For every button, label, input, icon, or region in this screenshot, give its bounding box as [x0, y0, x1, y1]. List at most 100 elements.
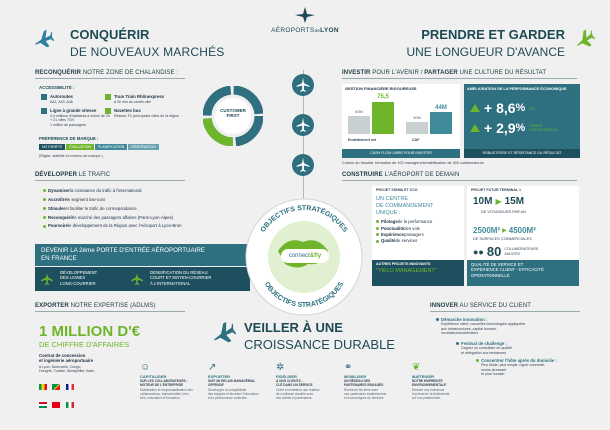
market-step: ÉVALUATION: [66, 144, 95, 150]
tgv-icon: [41, 108, 47, 114]
flag-icon: [39, 402, 47, 408]
plane-icon: [41, 273, 53, 285]
airplane-icon: [214, 321, 236, 343]
road-icon: [41, 94, 47, 100]
train-icon: [105, 94, 111, 100]
wheel-ring: [202, 85, 264, 147]
develop-section: DÉVELOPPER LE TRAFIC Dynamiser la croiss…: [35, 172, 285, 292]
fin-bar: [430, 112, 452, 134]
brand-name: AÉROPORTS: [271, 27, 315, 34]
wheel-center: CUSTOMER FIRST: [220, 108, 246, 119]
pillar: ✲ FIDÉLISER À NOS CLIENTS : CLÉ DANS UN …: [276, 362, 340, 400]
airplane-icon: [296, 77, 310, 92]
flags: [39, 377, 74, 413]
fin-bar-value: 75,5: [377, 94, 389, 100]
perf-caption: ROBUSTESSE ET RÉSISTANCE DU RÉSULTAT: [464, 149, 580, 158]
access-item: Ligne à grande vitesse 4,4 millions d'ha…: [41, 108, 111, 127]
flag-icon: [52, 384, 61, 390]
plane-icon: [131, 273, 143, 285]
bullet-icon: [43, 198, 46, 202]
bullet-icon: [43, 215, 46, 219]
durable-title: VEILLER À UNE CROISSANCE DURABLE: [200, 318, 420, 358]
brand-suffix: de: [314, 28, 321, 33]
flag-icon: [39, 384, 47, 390]
reconquer-section: RECONQUÉRIR NOTRE ZONE DE CHALANDISE : A…: [35, 70, 285, 170]
contract-label: Contrat de concession et ingénierie aéro…: [39, 353, 94, 364]
perf-item: + 8,6% CA: [470, 100, 535, 116]
reconquer-heading: RECONQUÉRIR NOTRE ZONE DE CHALANDISE :: [35, 70, 179, 76]
fin-caption: CASH FLOW LIBRE POUR INVESTIR: [342, 149, 460, 158]
divider: [35, 78, 185, 79]
customer-wheel: CUSTOMER FIRST: [202, 85, 264, 147]
fin-bar-value: 44M: [435, 105, 447, 111]
list-item: Pilotage de la performance: [376, 219, 460, 224]
export-big-sub: DE CHIFFRE D'AFFAIRES: [39, 340, 130, 349]
flag-icon: [65, 402, 74, 408]
leaf-icon: ❦: [412, 362, 421, 373]
people-icon: ☺: [140, 362, 151, 373]
fin-card: GESTION FINANCIÈRE RIGOUREUSE 75,5 60M 4…: [342, 84, 460, 158]
bullet-icon: [43, 206, 46, 210]
arrow-right-icon: ▶: [502, 228, 507, 234]
connect-logo: connect&fly: [281, 249, 329, 263]
divider: [430, 311, 580, 312]
list-item: Reconquérir le marché des passagers affa…: [43, 215, 243, 220]
fin-bar-small: 30M: [413, 115, 421, 120]
airplane-icon: [576, 29, 595, 47]
pillar: ⚭ MOBILISER UN RÉSEAU DES PARTENAIRES EN…: [344, 362, 408, 400]
center-spine: [303, 70, 304, 210]
fin-bar: [372, 102, 394, 134]
yield-card: AUTRES PROJETS INNOVANTS "YIELD MANAGEME…: [372, 260, 464, 286]
develop-heading: DÉVELOPPER LE TRAFIC: [35, 172, 111, 178]
durable-line2: CROISSANCE DURABLE: [244, 337, 395, 352]
header-right-title: PRENDRE ET GARDER: [421, 27, 565, 42]
bullet-icon: [376, 226, 379, 230]
airplane-icon: [296, 117, 310, 132]
sigma-card: PROJET SIGMA ET CCO UN CENTRE DE COMMAND…: [372, 186, 464, 286]
pillar: ❦ MAÎTRISER NOTRE EMPREINTE ENVIRONNEMEN…: [412, 362, 476, 400]
fin-bar-small: 60M: [355, 109, 363, 114]
develop-list: Dynamiser la croissance du trafic à l'in…: [43, 188, 243, 229]
bus-icon: [105, 108, 111, 114]
header-right: PRENDRE ET GARDER UNE LONGUEUR D'AVANCE: [360, 6, 610, 66]
network-icon: ✲: [276, 362, 285, 373]
airplane-icon: [296, 157, 310, 172]
divider: [342, 78, 577, 79]
list-item: Expérience passagers: [376, 232, 460, 237]
plane-node-1: [292, 74, 314, 96]
brand-logo: AÉROPORTSdeLYON: [255, 6, 355, 46]
invest-section: INVESTIR POUR L'AVENIR / PARTAGER UNE CU…: [342, 70, 582, 170]
plane-node-2: [292, 114, 314, 136]
t1-staff: ●● 80 COLLABORATEURS AUDITÉS: [473, 244, 539, 259]
header-left: CONQUÉRIR DE NOUVEAUX MARCHÉS: [0, 6, 250, 66]
globe-ring: OBJECTIFS STRATÉGIQUES OBJECTIFS STRATÉG…: [245, 198, 363, 316]
bullet-icon: [43, 189, 46, 193]
develop-sub: DÉVELOPPEMENT DES LIGNES LONG-COURRIER D…: [35, 267, 250, 291]
invest-heading: INVESTIR POUR L'AVENIR / PARTAGER UNE CU…: [342, 70, 547, 76]
chart-icon: ↗: [208, 362, 217, 373]
contract-detail: à Lyon, Dubrovnik, Congo, Hongrie, Tunis…: [39, 365, 97, 374]
brand-star-icon: [295, 7, 315, 23]
list-item: Pourvoire le développement de la Région …: [43, 223, 243, 228]
divider: [35, 311, 185, 312]
bullet-icon: [456, 342, 459, 346]
bullet-icon: [476, 359, 479, 363]
pillar: ↗ EXPORTER SUR UN RELAIS MANAGÉRIAL OFFE…: [208, 362, 272, 400]
header-left-title: CONQUÉRIR: [70, 27, 150, 42]
center-globe: OBJECTIFS STRATÉGIQUES OBJECTIFS STRATÉG…: [243, 196, 365, 318]
t1-pax: 10M ▶ 15M: [473, 196, 525, 207]
fin-bar: [348, 116, 370, 134]
market-step: PLANIFICATION: [95, 144, 128, 150]
culture-note: Culture du résultat, formation de 100 ma…: [342, 161, 484, 165]
market-note: (Rigide, stabilité et contenu de marque …: [39, 154, 103, 158]
fin-chart: 75,5 60M 44M 30M Endettement net CAF: [348, 94, 456, 142]
trend-up-icon: [470, 124, 480, 132]
market-step: RÉSERVATION: [128, 144, 159, 150]
export-section: EXPORTER NOTRE EXPERTISE (ADLMS) 1 MILLI…: [35, 303, 195, 423]
arrow-right-icon: ▶: [495, 197, 502, 206]
market-label: PRÉFÉRENCE DE MARQUE :: [39, 136, 99, 141]
fin-bar: [406, 122, 428, 134]
build-heading: CONSTRUIRE L'AÉROPORT DE DEMAIN: [342, 172, 460, 178]
airplane-icon: [35, 29, 54, 48]
innovate-section: INNOVER AU SERVICE DU CLIENT Démarche in…: [430, 303, 590, 376]
